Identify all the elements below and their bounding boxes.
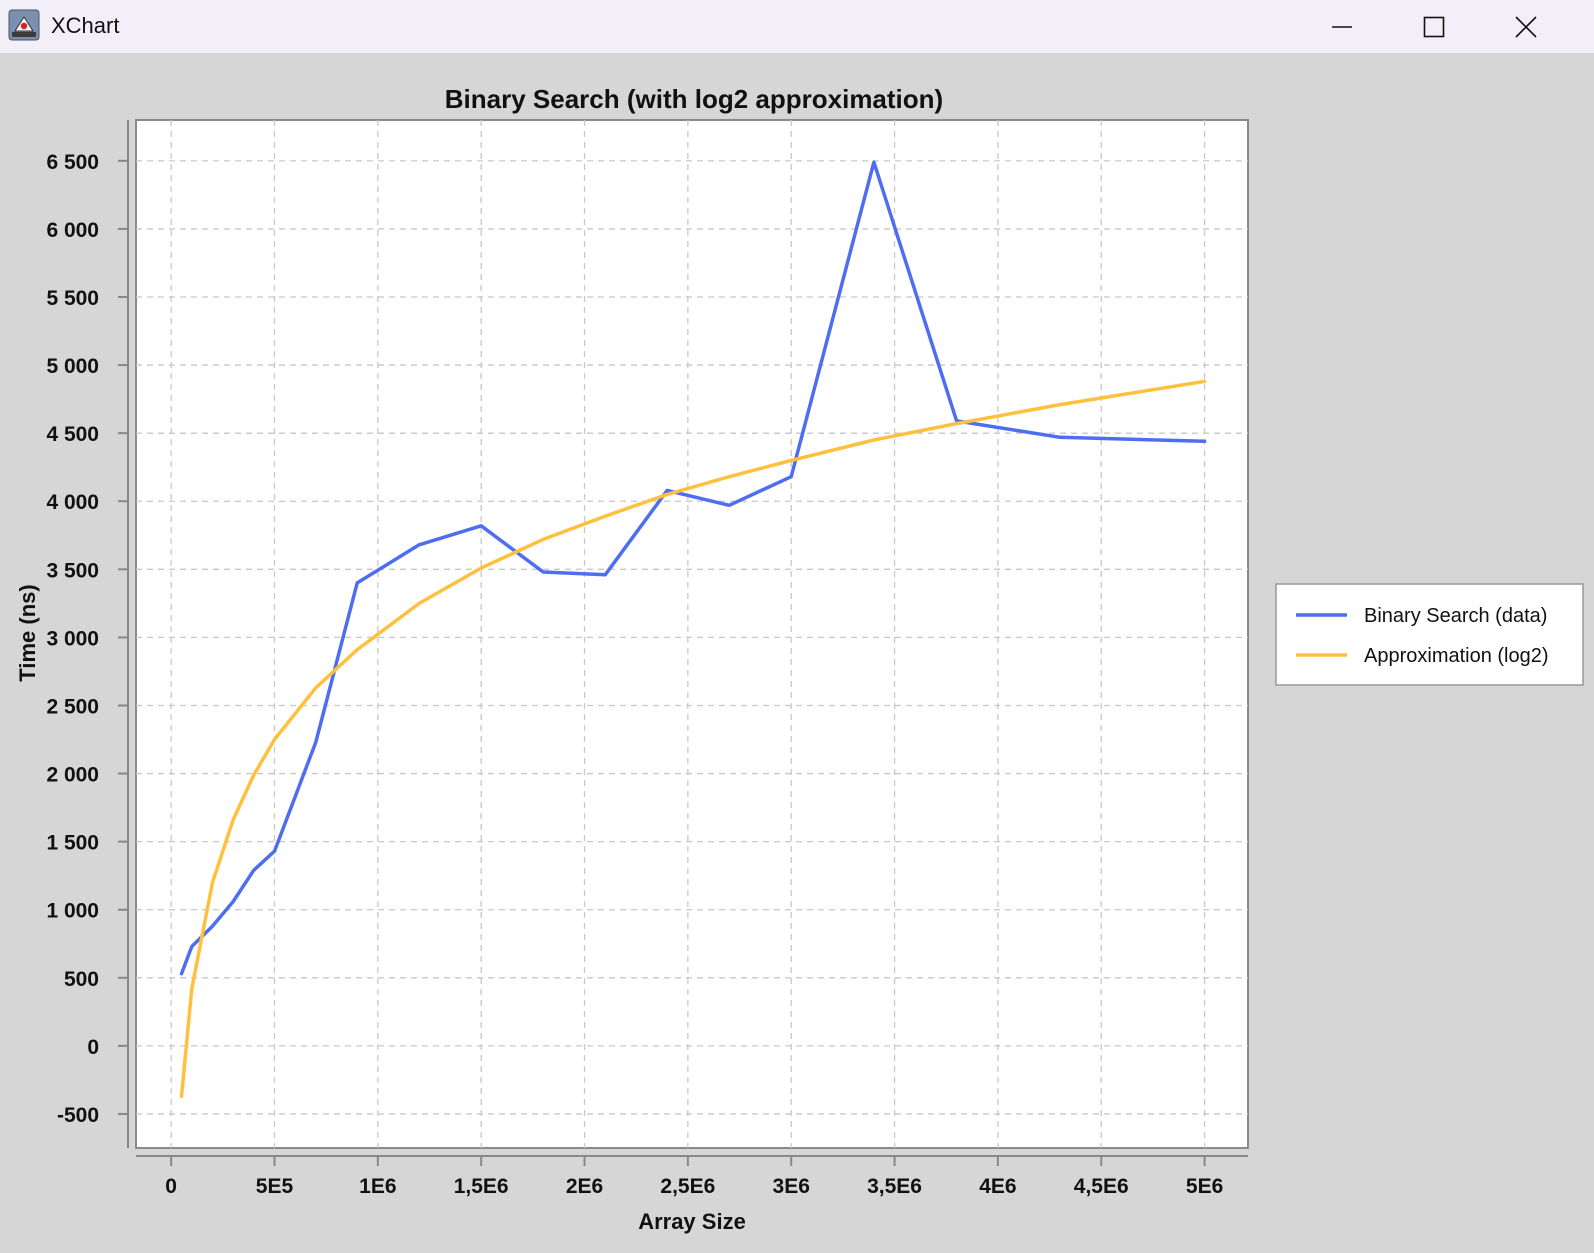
y-tick-label: 1 500 xyxy=(46,832,99,855)
grid-lines xyxy=(136,120,1248,1148)
x-tick-label: 1,5E6 xyxy=(454,1175,509,1198)
title-bar: XChart xyxy=(0,0,1594,53)
plot-background xyxy=(135,119,1249,1149)
minimize-icon xyxy=(1332,25,1352,28)
y-tick-label: 500 xyxy=(64,968,99,991)
series-line-data xyxy=(179,160,1207,976)
y-tick-label: 0 xyxy=(87,1036,99,1059)
y-tick-label: 6 500 xyxy=(46,151,99,174)
chart-panel: Binary Search (with log2 approximation) … xyxy=(0,53,1594,1248)
x-tick-label: 5E6 xyxy=(1186,1175,1223,1198)
maximize-icon xyxy=(1423,16,1445,37)
y-tick-label: -500 xyxy=(57,1104,99,1127)
x-tick-label: 3,5E6 xyxy=(867,1175,922,1198)
x-tick-label: 4E6 xyxy=(979,1175,1016,1198)
y-tick-label: 3 000 xyxy=(46,627,99,650)
line-chart: Binary Search (with log2 approximation) … xyxy=(15,84,1584,1234)
maximize-button[interactable] xyxy=(1388,0,1480,53)
x-tick-label: 1E6 xyxy=(359,1175,396,1198)
java-icon xyxy=(8,9,40,41)
x-tick-label: 2E6 xyxy=(566,1175,603,1198)
y-axis-title: Time (ns) xyxy=(15,584,40,681)
y-tick-label: 2 500 xyxy=(46,695,99,718)
legend-label: Approximation (log2) xyxy=(1364,645,1549,667)
y-tick-label: 4 500 xyxy=(46,423,99,446)
legend-label: Binary Search (data) xyxy=(1364,605,1547,627)
close-button[interactable] xyxy=(1480,0,1572,53)
x-tick-label: 3E6 xyxy=(773,1175,810,1198)
x-axis-title: Array Size xyxy=(638,1209,746,1234)
x-tick-label: 0 xyxy=(165,1175,177,1198)
minimize-button[interactable] xyxy=(1296,0,1388,53)
window-title: XChart xyxy=(51,13,120,38)
y-tick-label: 4 000 xyxy=(46,491,99,514)
y-tick-label: 5 000 xyxy=(46,355,99,378)
close-icon xyxy=(1515,15,1537,38)
chart-title: Binary Search (with log2 approximation) xyxy=(445,84,943,114)
y-tick-label: 2 000 xyxy=(46,764,99,787)
series-lines xyxy=(179,160,1207,1099)
legend-box xyxy=(1275,583,1584,686)
series-line-approximation xyxy=(179,379,1207,1099)
legend: Binary Search (data) Approximation (log2) xyxy=(1275,583,1584,686)
x-tick-label: 2,5E6 xyxy=(660,1175,715,1198)
y-tick-label: 3 500 xyxy=(46,559,99,582)
x-tick-label: 4,5E6 xyxy=(1074,1175,1129,1198)
y-tick-label: 6 000 xyxy=(46,219,99,242)
y-tick-label: 1 000 xyxy=(46,900,99,923)
x-tick-label: 5E5 xyxy=(256,1175,294,1198)
x-axis-ticks: 0 5E5 1E6 1,5E6 2E6 2,5E6 3E6 3,5E6 4E6 4,5E6 5E6 xyxy=(165,1156,1223,1198)
y-axis-ticks: -500 0 500 1 000 1 500 2 000 2 500 3 000 3 500 4 … xyxy=(46,151,128,1127)
y-tick-label: 5 500 xyxy=(46,287,99,310)
